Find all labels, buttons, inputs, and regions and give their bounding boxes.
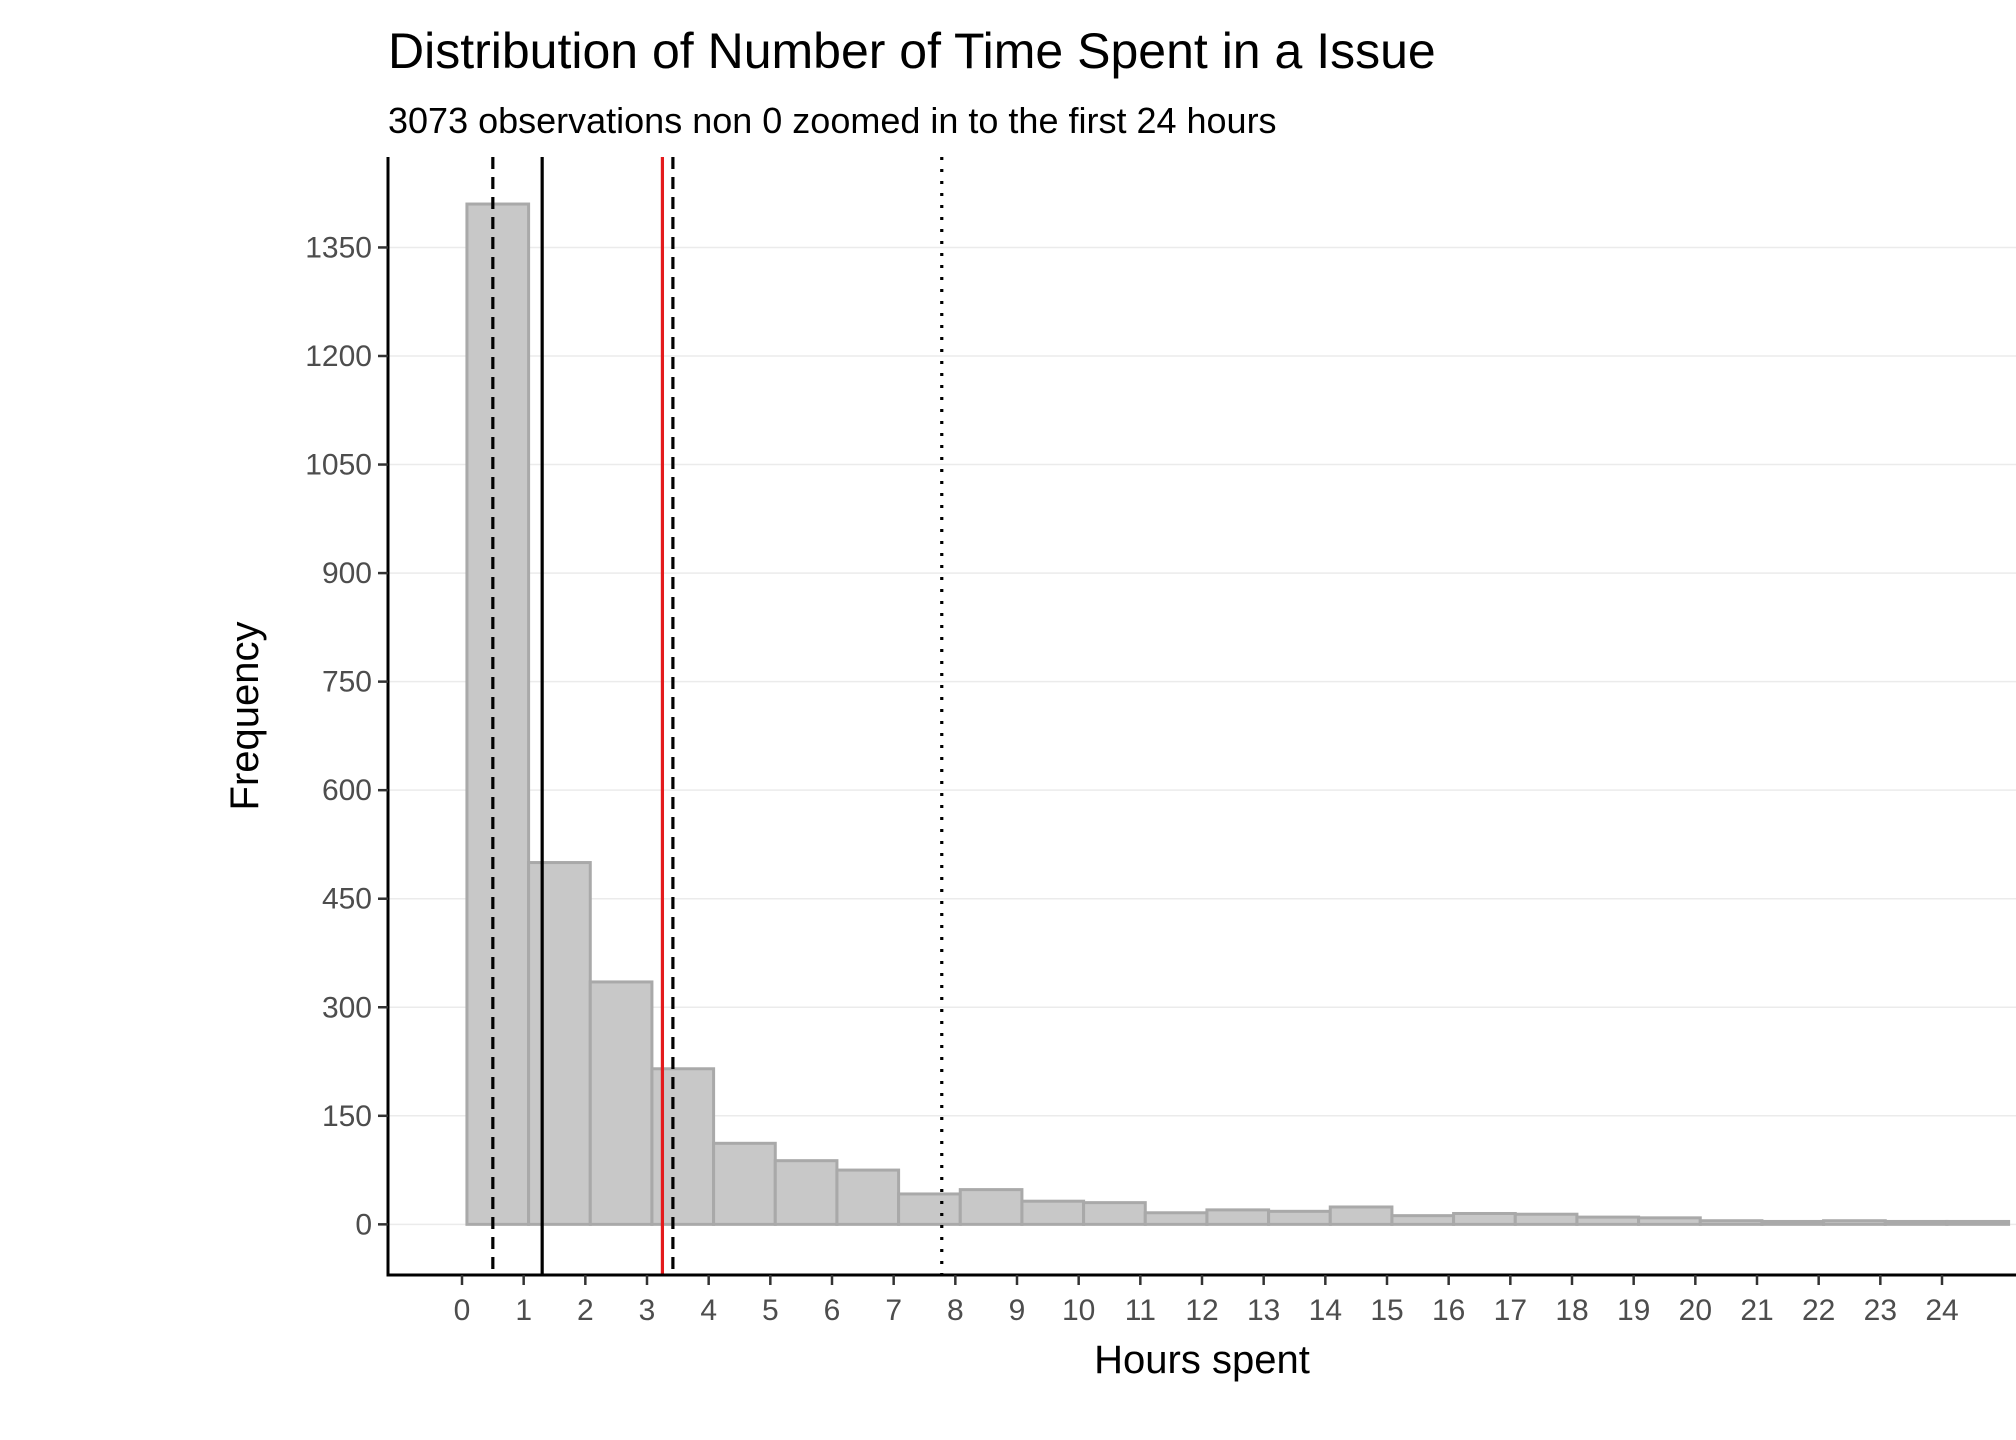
- x-tick-label: 7: [885, 1294, 902, 1327]
- x-tick-label: 4: [700, 1294, 717, 1327]
- histogram-bar: [773, 1159, 839, 1226]
- histogram-bar: [1883, 1219, 1949, 1226]
- histogram-bar: [1020, 1199, 1086, 1226]
- x-tick-labels: 0 1 2 3 4 5 6 7 8 9 10 11 12 13 14 15 16 17 18 19 20 21 22 23 24: [454, 1275, 1959, 1327]
- y-tick-label: 150: [322, 1100, 372, 1133]
- histogram-bar: [465, 202, 531, 1226]
- x-tick-label: 10: [1062, 1294, 1095, 1327]
- grid-layer: [388, 246, 2016, 1226]
- x-tick-label: 0: [454, 1294, 471, 1327]
- histogram-bar: [1267, 1209, 1332, 1226]
- histogram-bar: [1513, 1212, 1579, 1226]
- x-tick-label: 12: [1185, 1294, 1218, 1327]
- y-tick-label: 300: [322, 991, 372, 1024]
- x-tick-label: 1: [515, 1294, 532, 1327]
- x-tick-label: 8: [947, 1294, 964, 1327]
- y-tick-label: 750: [322, 666, 372, 699]
- x-tick-label: 16: [1432, 1294, 1465, 1327]
- chart-title: Distribution of Number of Time Spent in …: [388, 23, 1436, 79]
- y-tick-label: 1200: [305, 340, 372, 373]
- y-tick-label: 900: [322, 557, 372, 590]
- histogram-bar: [1698, 1219, 1764, 1226]
- histogram-bar: [712, 1141, 777, 1226]
- histogram-bar: [835, 1168, 901, 1226]
- x-tick-label: 24: [1925, 1294, 1958, 1327]
- histogram-bar: [1637, 1216, 1702, 1226]
- x-tick-label: 5: [762, 1294, 779, 1327]
- x-tick-label: 14: [1309, 1294, 1342, 1327]
- x-tick-label: 23: [1864, 1294, 1897, 1327]
- x-tick-label: 22: [1802, 1294, 1835, 1327]
- histogram-bar: [527, 861, 592, 1226]
- histogram-bar: [1822, 1219, 1887, 1226]
- histogram-bar: [1082, 1201, 1147, 1226]
- x-tick-label: 3: [639, 1294, 656, 1327]
- y-tick-label: 1050: [305, 449, 372, 482]
- y-tick-label: 1350: [305, 231, 372, 264]
- y-tick-label: 0: [355, 1208, 372, 1241]
- histogram-bar: [1760, 1219, 1826, 1226]
- x-axis-title: Hours spent: [1094, 1338, 1310, 1382]
- histogram-bar: [1575, 1215, 1641, 1226]
- x-tick-label: 13: [1247, 1294, 1280, 1327]
- histogram-bar: [1945, 1219, 2011, 1226]
- x-tick-label: 9: [1009, 1294, 1026, 1327]
- histogram-bar: [588, 980, 654, 1226]
- x-tick-label: 2: [577, 1294, 594, 1327]
- histogram-bar: [1143, 1211, 1209, 1226]
- histogram-bar: [1328, 1205, 1394, 1226]
- x-tick-label: 15: [1370, 1294, 1403, 1327]
- x-tick-label: 20: [1679, 1294, 1712, 1327]
- x-tick-label: 21: [1740, 1294, 1773, 1327]
- histogram-bar: [1452, 1211, 1517, 1226]
- y-tick-labels: 0 150 300 450 600 750 900 1050 1200 1350: [305, 231, 388, 1241]
- x-tick-label: 19: [1617, 1294, 1650, 1327]
- reference-lines-layer: [491, 157, 944, 1275]
- y-axis-title: Frequency: [223, 622, 267, 811]
- x-tick-label: 17: [1494, 1294, 1527, 1327]
- bars-layer: [465, 202, 2011, 1226]
- chart-subtitle: 3073 observations non 0 zoomed in to the…: [388, 100, 1277, 141]
- histogram-bar: [1205, 1208, 1271, 1226]
- histogram-bar: [897, 1192, 962, 1226]
- x-tick-label: 6: [824, 1294, 841, 1327]
- histogram-bar: [958, 1188, 1024, 1226]
- y-tick-label: 600: [322, 774, 372, 807]
- x-tick-label: 18: [1555, 1294, 1588, 1327]
- x-tick-label: 11: [1125, 1294, 1156, 1327]
- histogram-bar: [1390, 1214, 1456, 1226]
- y-tick-label: 450: [322, 883, 372, 916]
